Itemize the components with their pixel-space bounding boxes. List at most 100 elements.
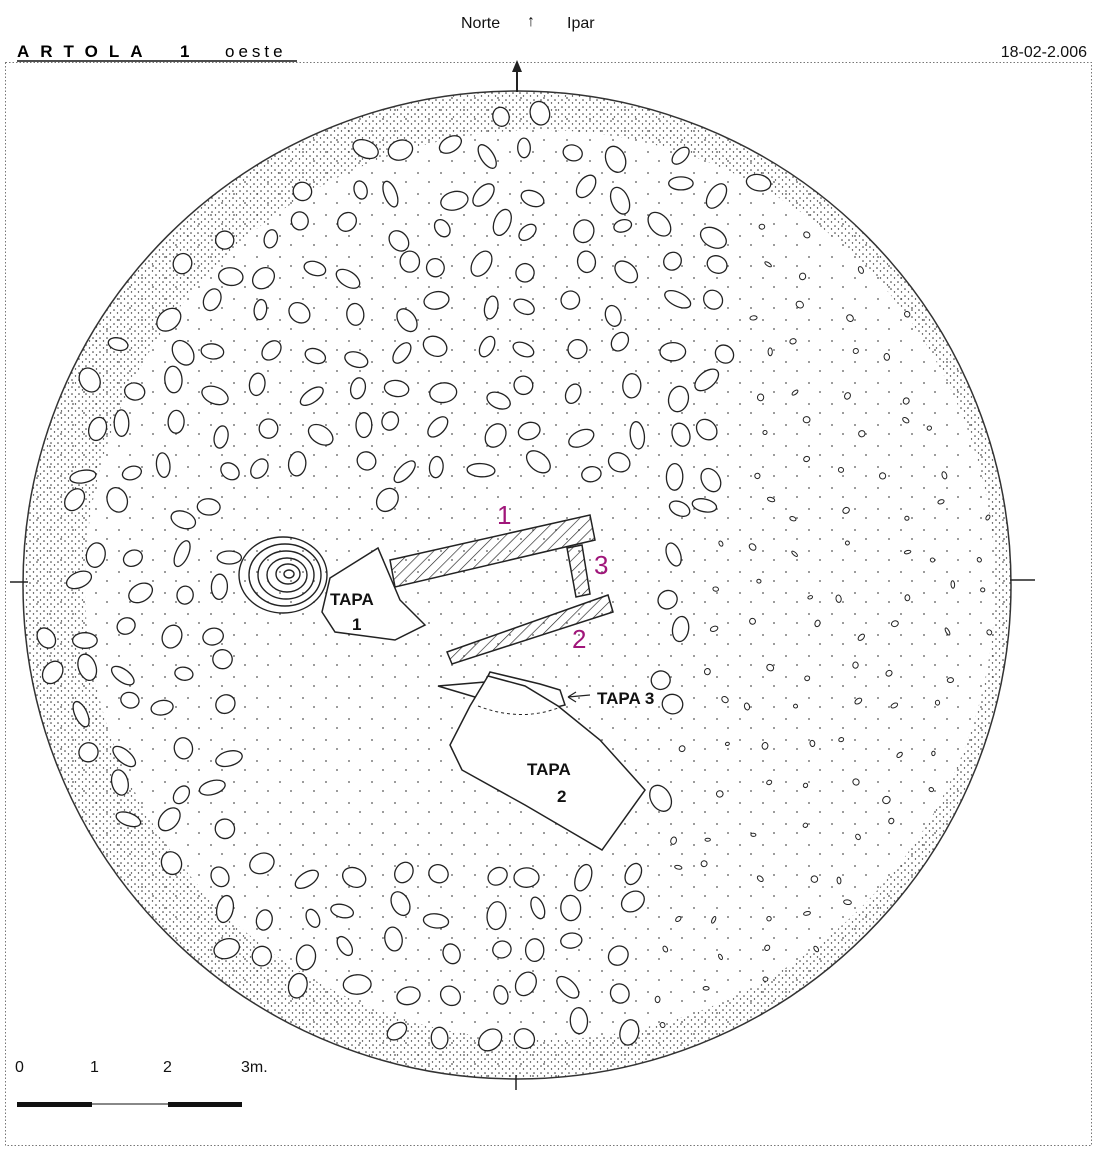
- stone: [115, 811, 142, 828]
- stone: [903, 549, 912, 555]
- stone: [251, 266, 276, 290]
- stone: [888, 817, 895, 825]
- stone: [885, 669, 893, 677]
- stone: [201, 385, 229, 406]
- stone: [695, 418, 718, 441]
- stone: [356, 451, 377, 471]
- slab-label: 2: [572, 624, 586, 654]
- stone: [852, 347, 859, 355]
- stone: [520, 189, 545, 208]
- stone: [883, 353, 891, 361]
- stone: [303, 260, 327, 277]
- stone: [609, 983, 630, 1004]
- stone: [946, 677, 954, 684]
- stone: [388, 230, 410, 252]
- stone: [216, 550, 243, 565]
- mound: [10, 60, 1035, 1090]
- stone: [694, 368, 720, 392]
- stone: [483, 295, 499, 320]
- stones: [36, 100, 993, 1052]
- stone: [659, 341, 687, 362]
- stone: [766, 779, 773, 786]
- stone: [934, 699, 941, 706]
- stone: [107, 337, 129, 352]
- stone: [394, 861, 414, 884]
- stone: [622, 373, 642, 399]
- stone: [215, 750, 243, 768]
- stone: [251, 945, 272, 967]
- stone: [337, 211, 357, 232]
- stone: [703, 289, 724, 310]
- stone: [661, 693, 684, 715]
- stone: [671, 146, 690, 165]
- stone: [620, 890, 645, 913]
- stone: [809, 739, 816, 747]
- stone: [390, 891, 411, 917]
- stone: [798, 272, 807, 281]
- stone: [743, 702, 751, 711]
- stone: [904, 310, 911, 318]
- stone: [220, 462, 240, 481]
- stone: [353, 180, 368, 200]
- stone: [667, 385, 690, 413]
- stone: [442, 943, 461, 965]
- scale-label: 0: [15, 1059, 24, 1076]
- spiral: [238, 536, 328, 614]
- stone: [756, 875, 764, 883]
- lid-label: TAPA: [527, 760, 571, 779]
- stone: [396, 986, 421, 1006]
- stone: [120, 691, 140, 709]
- stone: [610, 331, 630, 352]
- stone: [210, 573, 229, 601]
- stone: [212, 649, 233, 670]
- stone: [647, 211, 672, 237]
- stone: [470, 250, 493, 277]
- stone: [649, 784, 673, 812]
- stone: [699, 226, 727, 249]
- stone: [619, 1019, 640, 1046]
- stone: [382, 180, 399, 208]
- stone: [524, 938, 545, 963]
- stone: [835, 594, 842, 603]
- stone: [844, 540, 850, 546]
- stone: [440, 190, 469, 211]
- stone: [355, 412, 373, 439]
- stone: [346, 302, 365, 326]
- stone: [607, 945, 629, 966]
- stone: [762, 429, 768, 436]
- stone: [668, 176, 694, 191]
- stone: [941, 471, 948, 480]
- stone: [761, 742, 769, 750]
- stone: [487, 866, 508, 886]
- stone: [399, 250, 421, 273]
- scale-bar: [168, 1102, 242, 1107]
- stone: [890, 702, 899, 709]
- stone: [791, 550, 798, 557]
- stone: [844, 392, 851, 400]
- stone: [515, 262, 535, 283]
- stone: [513, 867, 540, 888]
- stone: [292, 181, 313, 202]
- stone: [791, 389, 799, 396]
- stone: [929, 557, 936, 563]
- stone: [249, 852, 275, 875]
- stone: [756, 578, 762, 584]
- stone: [393, 460, 416, 484]
- stone: [258, 418, 279, 439]
- stone: [202, 627, 224, 646]
- stone: [171, 339, 195, 366]
- slab-3: [566, 544, 591, 598]
- stone: [980, 587, 986, 593]
- stone: [386, 1021, 408, 1041]
- stone: [613, 218, 633, 233]
- stone: [307, 423, 334, 446]
- stone: [164, 365, 183, 394]
- stone: [843, 899, 852, 906]
- stone: [87, 416, 108, 442]
- stone: [484, 423, 507, 448]
- stone: [664, 289, 692, 309]
- stone: [518, 223, 537, 241]
- stone: [530, 896, 546, 920]
- stone: [439, 985, 462, 1007]
- scale-bar: [17, 1102, 92, 1107]
